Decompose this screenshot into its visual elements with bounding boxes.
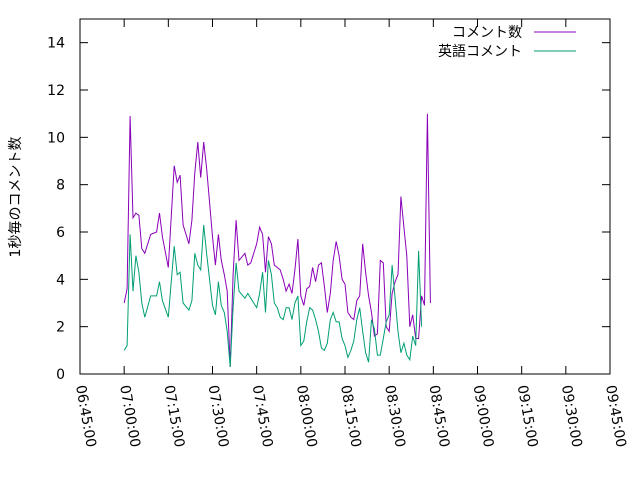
x-axis-ticks: 06:45:00 07:00:00 07:15:00 07:30:00 07:45:00… (72, 19, 629, 449)
x-tick-label: 09:00:00 (470, 384, 497, 449)
y-tick-label: 10 (47, 130, 65, 146)
legend-entry-comments: コメント数 (452, 25, 522, 41)
x-tick-label: 09:15:00 (514, 384, 541, 449)
series-layer (123, 113, 431, 367)
x-tick-label: 07:00:00 (116, 384, 143, 449)
x-tick-label: 09:45:00 (602, 384, 629, 449)
legend: コメント数 英語コメント (438, 25, 576, 60)
x-tick-label: 06:45:00 (72, 384, 99, 449)
series-line-comments (123, 113, 431, 367)
x-tick-label: 08:45:00 (425, 384, 452, 449)
x-tick-label: 09:30:00 (558, 384, 585, 449)
x-tick-label: 08:30:00 (381, 384, 408, 449)
y-tick-label: 6 (56, 225, 65, 241)
plot-frame (79, 18, 611, 375)
y-tick-label: 4 (56, 272, 65, 288)
y-axis-ticks: 0 2 4 6 8 10 12 14 (47, 36, 610, 383)
x-tick-label: 07:15:00 (160, 384, 187, 449)
x-tick-label: 08:00:00 (293, 384, 320, 449)
series-line-english-comments (123, 224, 423, 367)
y-tick-label: 0 (56, 367, 65, 383)
x-tick-label: 07:45:00 (249, 384, 276, 449)
y-tick-label: 2 (56, 320, 65, 336)
y-tick-label: 8 (56, 178, 65, 194)
y-tick-label: 14 (47, 36, 65, 52)
y-axis-label: 1秒毎のコメント数 (8, 137, 24, 258)
y-tick-label: 12 (47, 83, 65, 99)
x-tick-label: 07:30:00 (205, 384, 232, 449)
legend-entry-english-comments: 英語コメント (438, 43, 522, 60)
x-tick-label: 08:15:00 (337, 384, 364, 449)
